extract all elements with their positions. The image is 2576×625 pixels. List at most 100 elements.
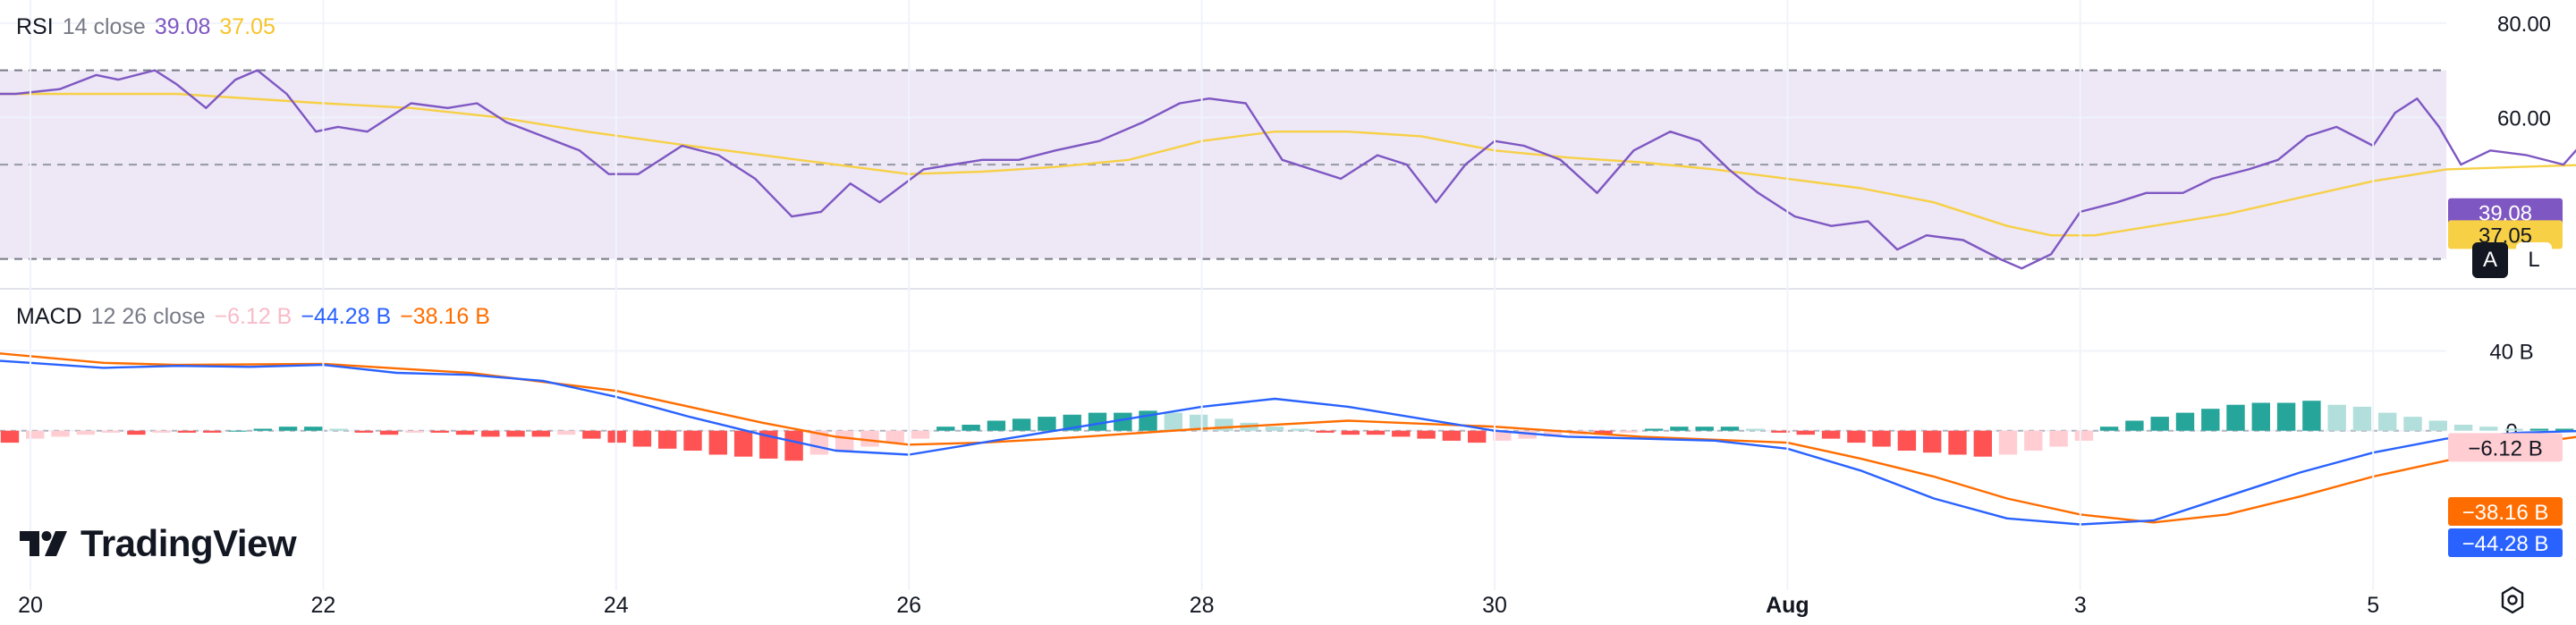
time-axis: 202224262830Aug3579111315171921 [18,0,2379,618]
histogram-bar [708,430,727,455]
histogram-bar [835,430,854,451]
histogram-bar [1442,430,1462,441]
histogram-bar [2024,430,2043,451]
histogram-bar [658,430,677,449]
histogram-bar [1392,430,1411,437]
histogram-bar [1948,430,1967,455]
histogram-bar [2302,401,2321,431]
histogram-bar [1796,430,1815,435]
histogram-bar [0,430,20,443]
histogram-value-badge-bg [2448,433,2563,462]
histogram-bar [632,430,652,447]
histogram-bar [1468,430,1487,443]
time-axis-label: 30 [1482,593,1507,618]
histogram-bar [2049,430,2068,447]
histogram-bar [2327,404,2346,431]
tradingview-logo[interactable]: TradingView [20,522,297,565]
histogram-bar [1493,430,1512,441]
histogram-bar [1619,430,1638,433]
histogram-bar [987,420,1006,431]
histogram-bar [1316,430,1335,433]
histogram-bar [253,428,272,431]
auto-scale-button[interactable]: A [2472,242,2508,278]
rsi-legend-value: 39.08 [154,14,211,39]
histogram-bar [2529,428,2549,431]
histogram-bar [1998,430,2018,455]
histogram-bar [2378,412,2397,431]
histogram-bar [556,430,576,435]
time-axis-label: 24 [604,593,629,618]
time-axis-label: Aug [1766,593,1809,618]
histogram-bar [1543,430,1563,437]
macd-value-badge: −44.28 B [2448,528,2563,557]
histogram-bar [1720,427,1740,431]
histogram-bar [127,430,146,435]
histogram-bar [911,430,930,439]
macd-legend-params: 12 26 close [90,304,206,329]
histogram-legend-value: −6.12 B [214,304,292,329]
histogram-bar [1644,428,1664,431]
macd-tick-label: 40 B [2489,340,2533,364]
histogram-bar [2403,417,2422,431]
histogram-bar [1265,427,1284,431]
histogram-bar [278,427,298,431]
settings-gear-icon[interactable] [2497,585,2528,615]
time-axis-label: 26 [896,593,921,618]
histogram-bar [2074,430,2094,441]
histogram-bar [860,430,879,447]
time-axis-label: 22 [310,593,335,618]
rsi-ma-legend-value: 37.05 [219,14,275,39]
log-scale-button[interactable]: L [2516,242,2552,278]
histogram-bar [1746,428,1765,431]
histogram-bar [506,430,525,437]
macd-legend[interactable]: MACD 12 26 close −6.12 B −44.28 B −38.16… [16,304,490,330]
signal-value-badge: −38.16 B [2448,497,2563,526]
histogram-bar [1012,418,1031,431]
histogram-bar [531,430,550,437]
histogram-bar [2150,417,2169,431]
rsi-legend[interactable]: RSI 14 close 39.08 37.05 [16,14,275,40]
histogram-bar [1847,430,1866,443]
histogram-bar [1164,412,1182,431]
histogram-bar [1417,430,1436,439]
histogram-bar [1897,430,1917,451]
histogram-bar [784,430,803,461]
histogram-bar [683,430,702,451]
histogram-bar [379,430,399,435]
macd-value-badge-bg [2448,528,2563,557]
rsi-ma-series-line [0,92,2576,237]
tradingview-logo-icon [20,531,67,556]
time-axis-label: 3 [2074,593,2087,618]
signal-legend-value: −38.16 B [400,304,490,329]
histogram-bar [2555,428,2574,431]
histogram-bar [177,430,197,433]
histogram-bar [101,430,121,433]
histogram-bar [1189,414,1208,431]
histogram-bar [1670,427,1689,431]
histogram-bar [1771,430,1790,433]
histogram-bar [405,430,424,433]
histogram-bar [1038,417,1056,431]
histogram-bar [1695,427,1714,431]
histogram-bar [228,430,247,432]
histogram-bar [1341,430,1360,435]
tradingview-logo-text: TradingView [80,522,297,564]
signal-value-badge-bg [2448,497,2563,526]
histogram-bar [1821,430,1841,439]
time-axis-label: 28 [1190,593,1215,618]
histogram-bar [152,430,171,433]
macd-value-badge-label: −44.28 B [2462,532,2549,556]
histogram-bar [1366,430,1385,435]
histogram-bar [2504,428,2523,431]
macd-pane: 40 B0 [0,340,2576,526]
histogram-bar [733,430,753,457]
rsi-ma-value-badge-bg [2448,220,2563,249]
histogram-value-badge-label: −6.12 B [2468,436,2542,460]
histogram-bar [2428,420,2447,431]
histogram-bar [1872,430,1891,447]
histogram-bar [1518,430,1537,439]
rsi-pane: 80.00 60.00 [0,13,2576,270]
